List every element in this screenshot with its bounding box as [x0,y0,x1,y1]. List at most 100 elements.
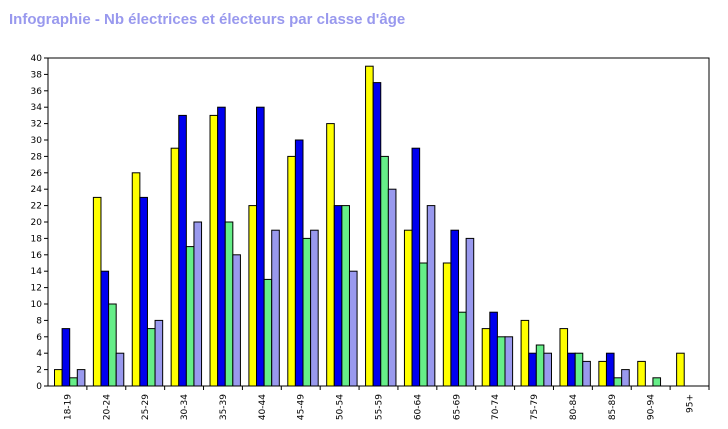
chart-tick-labels: 024681012141618202224262830323436384018-… [31,54,696,420]
bar [209,114,219,387]
bar [115,352,125,387]
bar [605,352,615,387]
bar [54,369,63,387]
chart-title: Infographie - Nb électrices et électeurs… [9,11,406,28]
x-tick-label: 70-74 [491,394,501,420]
bar [287,155,296,387]
y-tick-label: 6 [36,333,42,343]
bar [217,106,226,387]
bar [76,369,86,387]
x-tick-label: 65-69 [452,394,462,420]
chart-bars [54,65,685,387]
bar [372,82,382,387]
bar [574,352,584,387]
bar [263,278,273,387]
bar [637,360,646,387]
bar [419,262,428,387]
y-tick-label: 18 [31,234,43,244]
bar [193,221,203,387]
y-tick-label: 26 [31,169,43,179]
bar [326,123,335,387]
bar [146,328,156,387]
bar [613,377,623,387]
bar [108,303,117,387]
bar [504,336,514,387]
bar [139,196,148,387]
bar [302,237,312,387]
bar [69,377,78,387]
chart-axes [44,57,710,390]
bar [559,328,569,387]
bar [341,205,350,387]
bar [496,336,506,387]
bar [543,352,552,387]
bar [333,205,343,387]
x-tick-label: 18-19 [63,394,73,420]
y-tick-label: 22 [31,202,42,212]
x-tick-label: 85-89 [608,394,618,420]
bar [271,229,280,387]
bar [154,319,164,387]
bar [403,229,413,387]
y-tick-label: 0 [36,382,42,392]
bar [248,205,258,387]
x-tick-label: 90-94 [647,394,657,420]
x-tick-label: 40-44 [258,394,268,420]
bar [520,319,530,387]
y-tick-label: 20 [31,218,43,228]
y-tick-label: 34 [31,103,43,113]
x-tick-label: 45-49 [297,394,307,420]
bar [61,328,71,387]
bar [450,229,460,387]
bar [411,147,421,387]
bar [232,254,241,387]
bar [92,196,102,387]
bar [348,270,358,387]
bar [185,246,195,387]
y-tick-label: 32 [31,120,42,130]
x-tick-label: 60-64 [413,394,423,420]
bar [458,311,467,387]
x-tick-label: 20-24 [102,394,112,420]
bar [170,147,180,387]
x-tick-label: 35-39 [219,394,229,420]
x-tick-label: 75-79 [530,394,540,420]
bar [178,114,187,387]
y-tick-label: 8 [36,316,42,326]
bar [442,262,452,387]
bar [621,369,630,387]
bar [380,155,389,387]
y-tick-label: 24 [31,185,43,195]
bar [131,172,141,387]
bar [365,65,374,387]
bar [528,352,537,387]
x-tick-label: 80-84 [569,394,579,420]
y-tick-label: 4 [36,349,42,359]
bar [481,328,491,387]
bar [387,188,397,387]
x-tick-label: 95+ [686,394,696,413]
x-tick-label: 50-54 [336,394,346,420]
bar [465,237,475,387]
bar [598,360,607,387]
bar [489,311,498,387]
bar [426,205,436,387]
bar [310,229,319,387]
x-tick-label: 55-59 [375,394,385,420]
bar [676,352,685,387]
bar [567,352,576,387]
bar [582,360,591,387]
bar [224,221,234,387]
y-tick-label: 16 [31,251,43,261]
y-tick-label: 36 [31,87,43,97]
y-tick-label: 12 [31,284,42,294]
bar [535,344,545,387]
y-tick-label: 10 [31,300,43,310]
y-tick-label: 38 [31,70,43,80]
bar [652,377,662,387]
bar [256,106,265,387]
y-tick-label: 40 [31,54,43,64]
y-tick-label: 28 [31,152,43,162]
y-tick-label: 2 [36,366,42,376]
